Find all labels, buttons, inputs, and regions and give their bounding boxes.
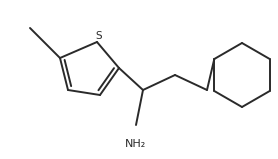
- Text: S: S: [96, 31, 102, 41]
- Text: NH₂: NH₂: [125, 139, 147, 149]
